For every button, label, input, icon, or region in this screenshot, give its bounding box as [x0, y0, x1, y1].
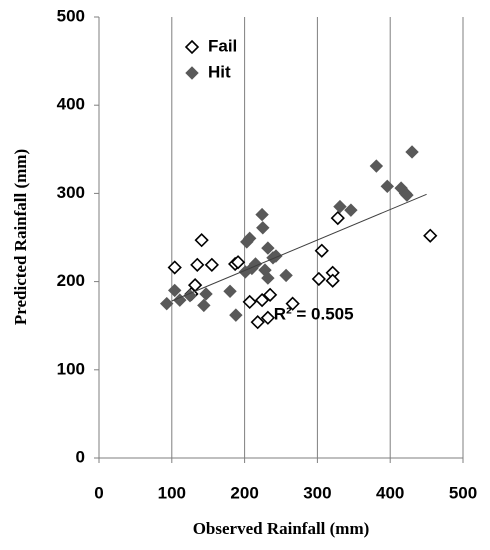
point	[173, 293, 187, 307]
point	[333, 199, 347, 214]
point	[260, 310, 276, 325]
point	[183, 289, 197, 303]
x-tick-label: 500	[449, 483, 477, 502]
point	[314, 243, 329, 258]
point	[261, 241, 275, 255]
point	[190, 257, 205, 272]
point	[204, 257, 219, 272]
x-tick-label: 0	[94, 483, 103, 502]
x-tick-label: 400	[376, 483, 404, 502]
point	[167, 260, 182, 275]
x-tick-label: 200	[230, 483, 258, 502]
y-tick-label: 400	[57, 95, 85, 114]
point	[261, 271, 275, 285]
point	[223, 284, 237, 299]
trend-line	[171, 193, 427, 302]
point	[242, 294, 257, 310]
point	[344, 203, 358, 217]
point	[199, 287, 213, 301]
legend-label: Hit	[208, 62, 231, 81]
point	[423, 228, 438, 243]
legend-marker	[185, 66, 199, 80]
point	[380, 179, 394, 194]
point	[330, 210, 345, 226]
point	[325, 273, 340, 288]
point	[229, 308, 243, 322]
point	[262, 287, 278, 302]
point	[168, 283, 182, 298]
annotation: R² = 0.505	[274, 305, 354, 324]
point	[285, 296, 300, 311]
x-axis-label: Observed Rainfall (mm)	[193, 519, 370, 538]
y-axis-label: Predicted Rainfall (mm)	[11, 149, 30, 325]
y-tick-label: 300	[57, 183, 85, 202]
point	[159, 296, 174, 311]
legend-label: Fail	[208, 36, 237, 55]
point	[242, 231, 257, 246]
point	[311, 271, 326, 287]
point	[230, 255, 246, 270]
y-tick-label: 500	[57, 6, 85, 25]
point	[250, 315, 265, 330]
point	[369, 159, 384, 173]
point	[194, 233, 209, 248]
y-tick-label: 100	[57, 359, 85, 378]
point	[279, 268, 293, 283]
legend-marker	[184, 39, 200, 55]
point	[256, 221, 270, 235]
point	[255, 207, 269, 222]
x-tick-label: 300	[303, 483, 331, 502]
point	[405, 145, 419, 159]
point	[400, 188, 414, 202]
point	[197, 298, 211, 313]
point	[254, 292, 270, 308]
y-tick-label: 0	[76, 447, 85, 466]
x-tick-label: 100	[158, 483, 186, 502]
y-tick-label: 200	[57, 271, 85, 290]
